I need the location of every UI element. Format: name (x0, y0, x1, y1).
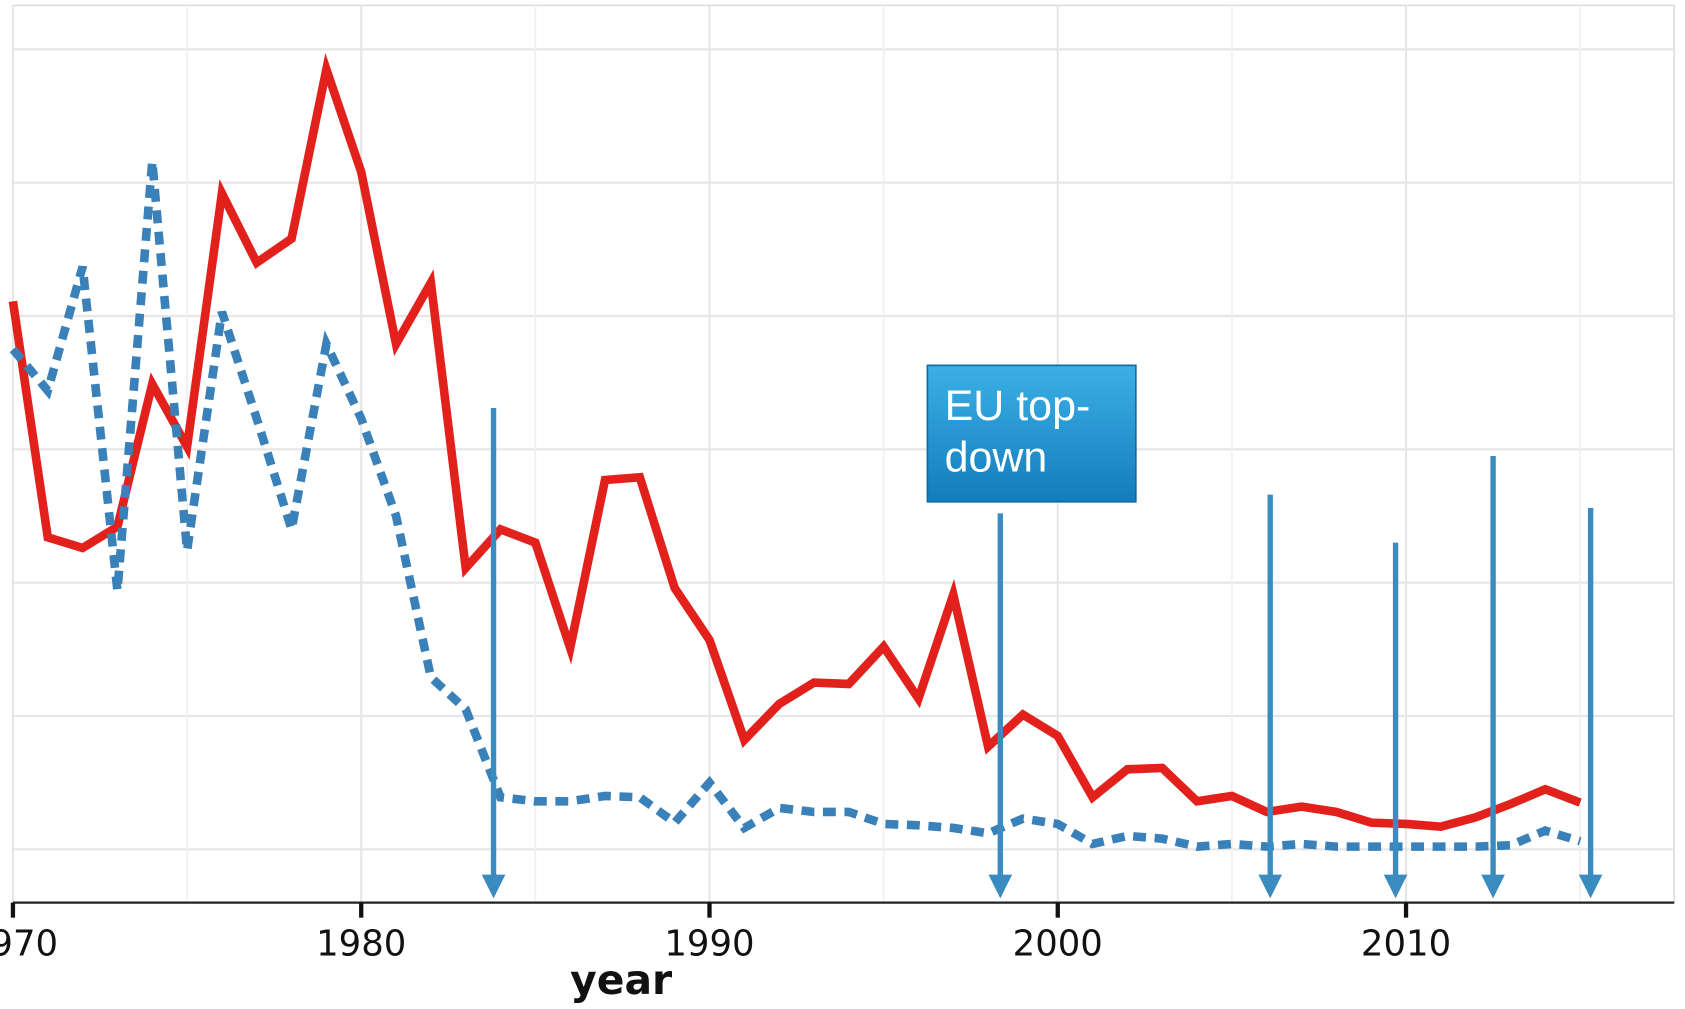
arrow-head (1481, 874, 1505, 899)
arrow-head (1258, 874, 1283, 899)
x-tick-label: 2010 (1361, 924, 1451, 965)
x-axis-label: year (570, 956, 673, 1004)
x-tick-label: 1990 (664, 924, 754, 965)
arrow-head (988, 874, 1013, 899)
annotation-box (926, 364, 1137, 503)
arrow-head (1578, 874, 1603, 899)
plot-frame (12, 4, 1676, 904)
x-tick-label: 1970 (0, 924, 58, 965)
x-tick-label: 1980 (316, 924, 406, 965)
x-tick-label: 2000 (1013, 924, 1103, 965)
arrow-head (481, 874, 506, 899)
annotation-container: EU top-down (944, 382, 1091, 482)
annotation-text: EU top-down (944, 382, 1091, 482)
arrow-head (1383, 874, 1408, 899)
series-line (8, 52, 1582, 831)
series-line (9, 160, 1582, 851)
